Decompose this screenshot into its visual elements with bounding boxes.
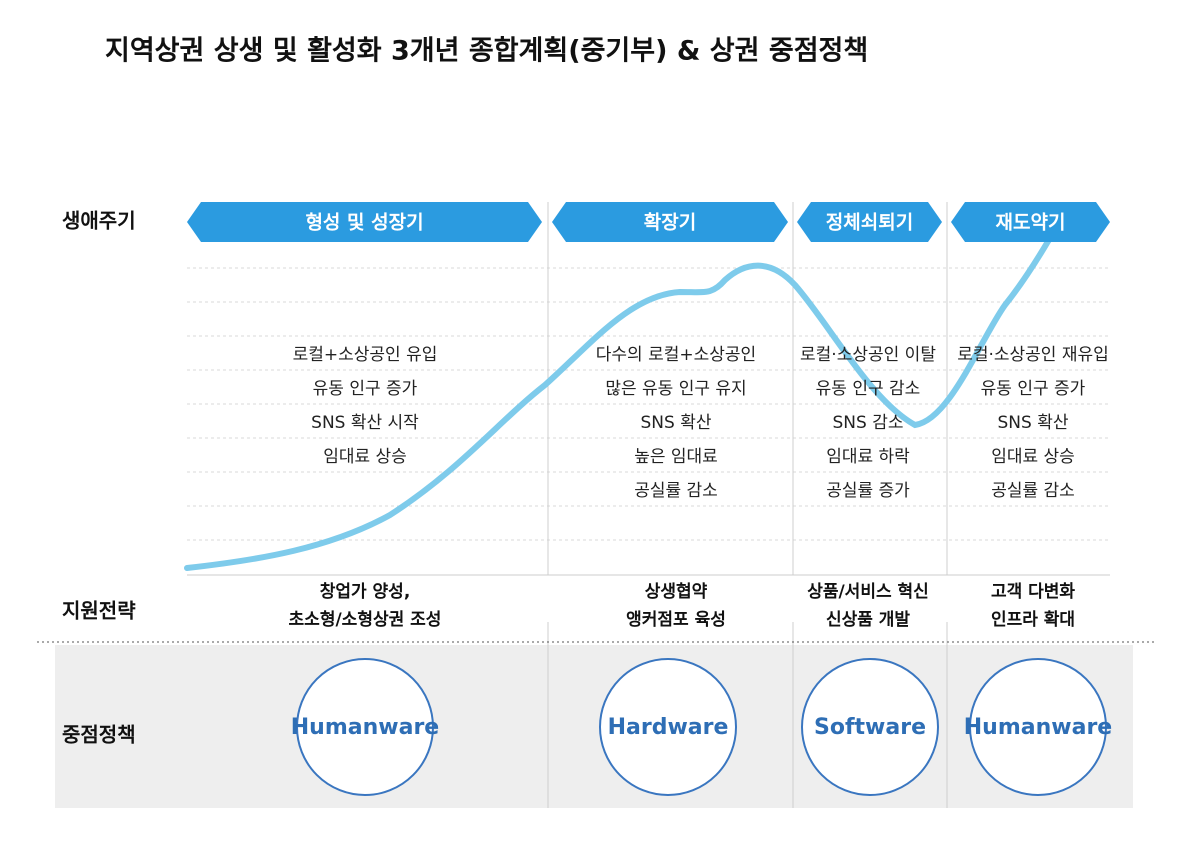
policy-band (55, 645, 1133, 808)
trait: 임대료 상승 (323, 447, 407, 467)
policy-circle (599, 658, 737, 796)
stage-banner (187, 202, 542, 242)
policy-circle (801, 658, 939, 796)
trait: 공실률 증가 (826, 481, 910, 501)
policy: Hardware (608, 715, 729, 740)
trait: 다수의 로컬+소상공인 (596, 345, 756, 365)
trait: 로컬·소상공인 이탈 (800, 345, 936, 365)
trait: 로컬+소상공인 유입 (293, 345, 438, 365)
trait: 임대료 하락 (826, 447, 910, 467)
stage-banner (797, 202, 942, 242)
trait: SNS 확산 (641, 413, 712, 433)
trait: 유동 인구 감소 (816, 379, 921, 399)
stage-banner (552, 202, 788, 242)
stage-name: 재도약기 (996, 212, 1066, 234)
row-label: 지원전략 (62, 599, 136, 623)
trait: SNS 확산 시작 (311, 413, 419, 433)
trait: 로컬·소상공인 재유입 (957, 345, 1109, 365)
trait: 공실률 감소 (634, 481, 718, 501)
strategy: 상생협약 (645, 581, 708, 602)
title: 지역상권 상생 및 활성화 3개년 종합계획(중기부) & 상권 중점정책 (105, 36, 868, 67)
strategy: 신상품 개발 (826, 610, 910, 630)
lifecycle-curve (184, 235, 1053, 571)
row-label: 생애주기 (62, 209, 136, 233)
policy-circle (969, 658, 1107, 796)
grid (187, 267, 1110, 541)
trait: 유동 인구 증가 (981, 379, 1086, 399)
trait: SNS 확산 (998, 413, 1069, 433)
strategy: 창업가 양성, (320, 582, 411, 602)
trait: 공실률 감소 (991, 481, 1075, 501)
stage-name: 형성 및 성장기 (305, 212, 423, 234)
row-label: 중점정책 (62, 723, 136, 747)
policy: Software (814, 715, 926, 740)
trait: 많은 유동 인구 유지 (605, 379, 746, 399)
trait: 유동 인구 증가 (313, 379, 418, 399)
stage-name: 확장기 (644, 211, 696, 234)
strategy: 상품/서비스 혁신 (807, 581, 929, 602)
policy: Humanware (291, 715, 439, 740)
strategy: 초소형/소형상권 조성 (289, 609, 442, 630)
strategy: 고객 다변화 (991, 582, 1075, 602)
policy-circle (296, 658, 434, 796)
separators (547, 202, 948, 808)
stage-name: 정체쇠퇴기 (826, 212, 913, 234)
policy: Humanware (964, 715, 1112, 740)
trait: SNS 감소 (833, 413, 904, 433)
stage-banner (951, 202, 1110, 242)
trait: 임대료 상승 (991, 447, 1075, 467)
strategy: 앵커점포 육성 (626, 610, 726, 630)
strategy: 인프라 확대 (991, 610, 1075, 630)
trait: 높은 임대료 (634, 447, 718, 467)
